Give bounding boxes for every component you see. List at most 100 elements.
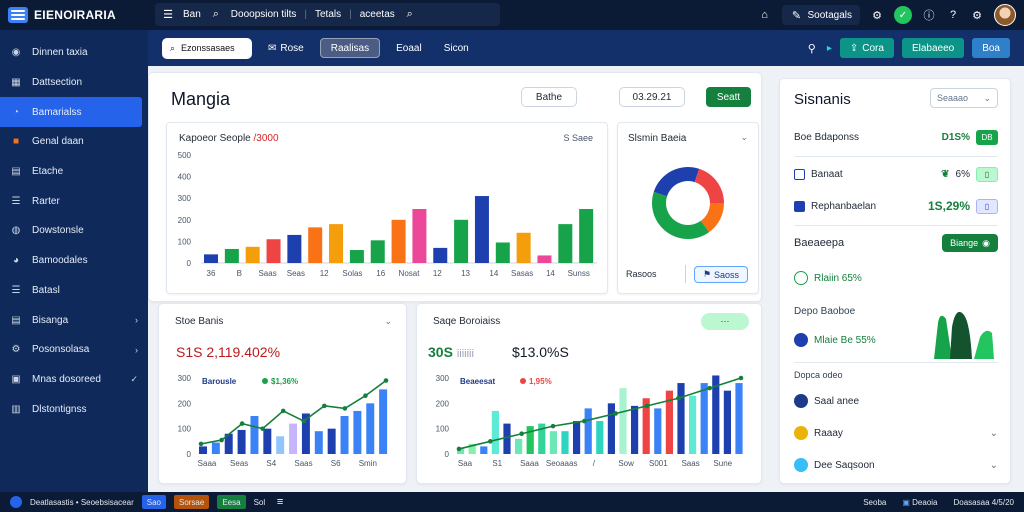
- bar: [468, 443, 476, 454]
- top-pill[interactable]: ✎ Sootagals: [781, 5, 860, 25]
- avatar[interactable]: [994, 4, 1016, 26]
- bar: [619, 388, 627, 454]
- chevron-down-icon[interactable]: ⌄: [740, 132, 748, 142]
- settings-icon[interactable]: ⚙: [972, 9, 982, 22]
- toolbar-item-2[interactable]: Raalisas: [319, 38, 381, 58]
- bar-chart-filter[interactable]: S Saee: [563, 133, 593, 143]
- sidebar-item-5[interactable]: ☰ Rarter: [0, 186, 148, 216]
- toolbar-green-button-2[interactable]: Elabaeeo: [901, 38, 965, 58]
- sidebar-item-0[interactable]: ◉ Dinnen taxia: [0, 38, 148, 68]
- app-logo[interactable]: EIENOIRARIA: [0, 7, 150, 23]
- pin-icon[interactable]: ⚲: [807, 42, 816, 55]
- checkbox-icon[interactable]: [794, 200, 805, 212]
- x-tick-label: 14: [546, 269, 555, 278]
- y-tick-label: 100: [436, 425, 450, 434]
- sidebar-item-12[interactable]: ▥ Dlstontignss: [0, 394, 148, 424]
- sidebar-item-label: Rarter: [32, 195, 60, 207]
- sidebar-item-6[interactable]: ◍ Dowstonsle: [0, 216, 148, 246]
- help-icon[interactable]: ?: [949, 9, 957, 21]
- status-tag-4[interactable]: Sol: [253, 497, 266, 507]
- status-right-2-wrap[interactable]: ▣ Deaoia: [902, 497, 938, 507]
- x-tick-label: Smin: [359, 459, 377, 468]
- date-selector[interactable]: 03.29.21: [619, 87, 685, 107]
- trend-point: [488, 439, 493, 444]
- toolbar-item-3[interactable]: Eoaal: [396, 42, 422, 54]
- bar: [308, 227, 323, 263]
- menu-icon[interactable]: ☰: [163, 9, 173, 21]
- menu-label[interactable]: Ban: [183, 9, 201, 20]
- sidebar-item-2[interactable]: ◔ Bamarialss: [0, 97, 142, 128]
- right-list-item[interactable]: Raaay ⌄: [794, 423, 998, 443]
- donut-footer-button[interactable]: ⚑ Saoss: [694, 266, 748, 283]
- bottom-card-2-pill[interactable]: ⋯: [701, 313, 749, 330]
- right-row-3-label: Rephanbaelan: [811, 200, 877, 212]
- search-tab-1[interactable]: Dooopsion tilts: [230, 9, 297, 20]
- right-list-item-label: Saal anee: [814, 395, 860, 407]
- status-tag-1[interactable]: Sao: [141, 495, 166, 509]
- sidebar-item-9[interactable]: ▤ Bisanga ›: [0, 305, 148, 335]
- sidebar-item-4[interactable]: ▤ Etache: [0, 157, 148, 187]
- logo-icon: [8, 7, 28, 23]
- x-tick-label: Seoaaas: [546, 459, 578, 468]
- trend-point: [550, 423, 556, 429]
- status-icon[interactable]: ✓: [894, 6, 912, 24]
- sidebar-item-10[interactable]: ⚙ Posonsolasa ›: [0, 335, 148, 365]
- right-row-3-value: 1S,29%: [927, 199, 970, 213]
- status-right-3: Doasasaa 4/5/20: [953, 497, 1015, 507]
- bar: [596, 421, 604, 454]
- sidebar-item-1[interactable]: ▦ Dattsection: [0, 68, 148, 98]
- donut-slice: [700, 203, 724, 233]
- sidebar-item-label: Genal daan: [32, 136, 84, 148]
- leaf-icon: ❦: [941, 168, 950, 180]
- toolbar-blue-button[interactable]: Boa: [972, 38, 1010, 58]
- gear-icon[interactable]: ⚙: [872, 9, 882, 22]
- green-shape-chart: [934, 311, 994, 359]
- bar: [677, 383, 685, 454]
- app-name: EIENOIRARIA: [34, 8, 116, 22]
- toolbar-green-button[interactable]: ⇪ Cora: [839, 38, 894, 58]
- search-icon-2[interactable]: ⌕: [406, 8, 413, 20]
- home-icon[interactable]: ⌂: [761, 9, 768, 21]
- right-list-item[interactable]: Dee Saqsoon ⌄: [794, 455, 998, 475]
- top-search-bar[interactable]: ☰ Ban ⌕ Dooopsion tilts | Tetals | aceet…: [155, 3, 500, 26]
- x-tick-label: S4: [266, 459, 276, 468]
- legend-series-1: Beaeesat: [460, 377, 495, 386]
- checkbox-icon[interactable]: [794, 168, 805, 180]
- grid-icon: ▦: [11, 77, 21, 89]
- sidebar-item-11[interactable]: ▣ Mnas dosoreed ✓: [0, 365, 148, 395]
- right-panel-select[interactable]: Seaaao ⌄: [930, 88, 998, 108]
- list-icon[interactable]: ≡: [276, 496, 284, 508]
- trend-point: [322, 403, 327, 409]
- bottom-card-1-chart: 0 100 200 300 Barousle $1,36% Saaa Seas S4 Saas S6…: [178, 374, 389, 468]
- x-tick-label: 12: [433, 269, 442, 278]
- search-icon[interactable]: ⌕: [212, 8, 219, 20]
- x-tick-label: Saas: [681, 459, 699, 468]
- primary-button[interactable]: Seatt: [706, 87, 751, 107]
- chevron-down-icon[interactable]: ⌄: [384, 316, 392, 326]
- toolbar-item-4[interactable]: Sicon: [443, 42, 469, 54]
- mail-icon: ✉: [268, 42, 277, 54]
- sidebar-item-7[interactable]: ◕ Bamoodales: [0, 246, 148, 276]
- status-tag-3[interactable]: Eesa: [217, 495, 246, 509]
- sidebar-item-3[interactable]: ■ Genal daan: [0, 127, 148, 157]
- toolbar-search[interactable]: ⌕ Ezonssasaes: [162, 37, 252, 59]
- bottom-card-2-value-1: 30S iiiiiii: [428, 344, 474, 360]
- chevron-down-icon: ⌄: [983, 92, 991, 103]
- header-button[interactable]: Bathe: [521, 87, 577, 107]
- status-bar: Deatlasastis • Seoebsisacear Sao Sorsae …: [0, 492, 1024, 512]
- bar: [642, 398, 650, 454]
- sidebar-item-8[interactable]: ☰ Batasl: [0, 276, 148, 306]
- bar: [433, 247, 448, 263]
- search-tab-2[interactable]: Tetals: [315, 9, 342, 20]
- status-tag-2[interactable]: Sorsae: [173, 495, 210, 509]
- right-section-button[interactable]: Biange ◉: [942, 234, 998, 252]
- y-tick-label: 100: [178, 237, 192, 246]
- right-list-item[interactable]: Saal anee: [794, 391, 998, 411]
- info-icon[interactable]: ⓘ: [923, 10, 935, 22]
- right-stat-2-label: Depo Baoboe: [794, 305, 856, 317]
- bars-icon: ▥: [11, 403, 21, 415]
- search-tab-3[interactable]: aceetas: [359, 9, 395, 20]
- status-right-1[interactable]: Seoba: [863, 497, 887, 507]
- x-tick-label: Nosat: [399, 269, 421, 278]
- toolbar-item-1[interactable]: ✉ Rose: [262, 38, 310, 58]
